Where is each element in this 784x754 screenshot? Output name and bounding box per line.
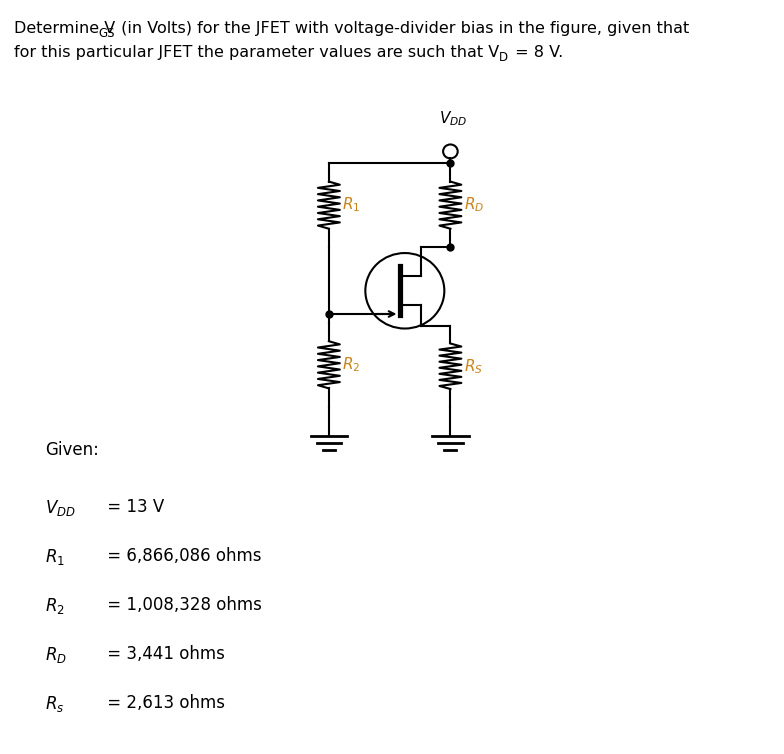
Text: = 8 V.: = 8 V. xyxy=(510,45,563,60)
Text: GS: GS xyxy=(99,27,115,40)
Text: Determine V: Determine V xyxy=(14,21,115,36)
Text: = 3,441 ohms: = 3,441 ohms xyxy=(102,645,225,663)
Text: for this particular JFET the parameter values are such that V: for this particular JFET the parameter v… xyxy=(14,45,499,60)
Text: (in Volts) for the JFET with voltage-divider bias in the figure, given that: (in Volts) for the JFET with voltage-div… xyxy=(116,21,689,36)
Text: $V_{DD}$: $V_{DD}$ xyxy=(45,498,76,518)
Text: $R_{s}$: $R_{s}$ xyxy=(45,694,65,714)
Text: $R_S$: $R_S$ xyxy=(464,357,483,375)
Text: $R_D$: $R_D$ xyxy=(464,196,484,214)
Text: = 2,613 ohms: = 2,613 ohms xyxy=(102,694,225,712)
Text: = 1,008,328 ohms: = 1,008,328 ohms xyxy=(102,596,262,614)
Text: D: D xyxy=(499,51,508,64)
Text: $R_{D}$: $R_{D}$ xyxy=(45,645,67,665)
Text: = 6,866,086 ohms: = 6,866,086 ohms xyxy=(102,547,261,565)
Text: $R_2$: $R_2$ xyxy=(343,355,361,374)
Text: $V_{DD}$: $V_{DD}$ xyxy=(439,109,467,128)
Text: Given:: Given: xyxy=(45,441,100,459)
Text: = 13 V: = 13 V xyxy=(102,498,164,516)
Text: $R_{2}$: $R_{2}$ xyxy=(45,596,65,616)
Text: $R_{1}$: $R_{1}$ xyxy=(45,547,65,567)
Text: $R_1$: $R_1$ xyxy=(343,196,361,214)
